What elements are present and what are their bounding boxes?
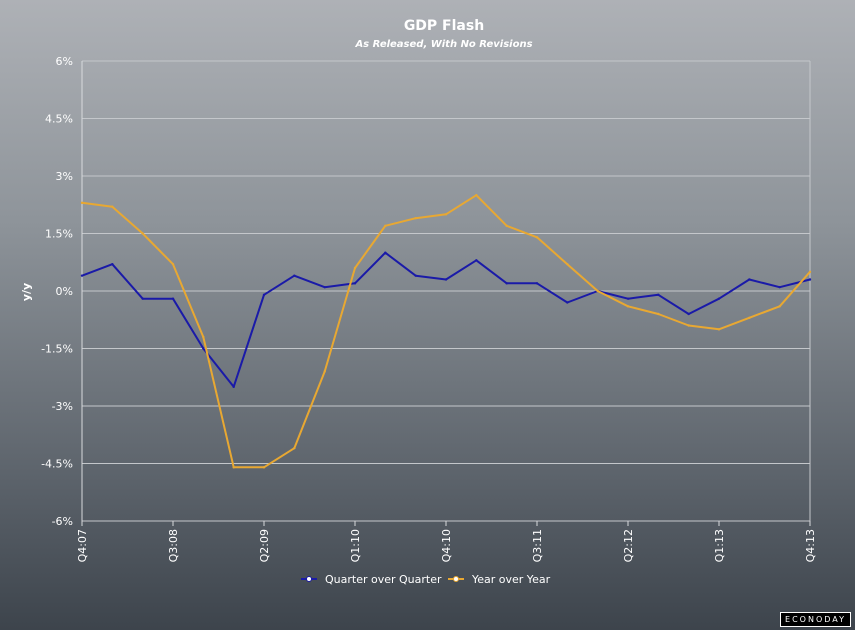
y-tick-label: 1.5% [45,228,73,241]
data-point [748,278,751,281]
y-tick-label: -3% [52,400,73,413]
x-tick-label: Q4:13 [804,529,817,562]
series-line-year-over-year [81,194,811,469]
data-point [384,251,387,254]
series-line-quarter-over-quarter [81,251,811,388]
data-point [202,347,205,350]
data-point [444,213,448,216]
y-axis-label: y/y [20,283,33,301]
x-tick-label: Q3:08 [167,529,180,562]
data-point [171,297,175,300]
data-point [778,285,781,289]
data-point [596,289,599,293]
data-point [353,282,357,285]
data-point [778,305,781,308]
x-tick-label: Q3:11 [531,529,544,562]
series-lines [80,193,812,469]
y-tick-label: -1.5% [41,343,73,356]
legend-marker-quarter-over-quarter [306,576,312,582]
data-point [171,262,175,266]
chart-title: GDP Flash [404,18,484,34]
axes: 6% 4.5% 3% 1.5% 0% -1.5% -3% -4.5% -6%Q4:07 Q3:08… [41,55,817,562]
legend: Quarter over Quarter Year over Year [301,573,551,586]
data-point [262,293,266,297]
data-point [293,446,296,450]
data-point [80,274,84,277]
data-point [141,232,144,235]
data-point [232,385,235,389]
data-point [657,312,660,316]
data-point [141,297,144,300]
y-tick-label: 3% [56,170,73,183]
data-point [505,282,508,285]
data-point [535,236,539,239]
data-point [505,224,508,228]
chart-subtitle: As Released, With No Revisions [354,39,532,50]
data-point [323,370,326,373]
data-point [535,282,539,285]
x-tick-label: Q1:10 [349,529,362,562]
legend-marker-year-over-year [453,576,459,582]
data-point [717,297,721,300]
data-point [111,205,114,208]
data-point [808,278,812,281]
x-tick-label: Q2:09 [258,529,271,562]
data-point [353,266,357,270]
data-point [475,259,478,262]
econoday-logo: ECONODAY [780,612,851,627]
data-point [293,274,296,277]
data-point [748,316,751,320]
data-point [323,285,326,289]
legend-label-year-over-year: Year over Year [471,573,551,586]
data-point [687,324,690,327]
x-tick-label: Q1:13 [713,529,726,562]
data-point [262,466,266,469]
y-tick-label: -6% [52,515,73,528]
data-point [717,328,721,331]
y-tick-label: -4.5% [41,458,73,471]
data-point [111,262,114,266]
data-point [444,278,448,281]
x-tick-label: Q2:12 [622,529,635,562]
data-point [414,216,417,220]
data-point [384,224,387,228]
data-point [80,201,84,205]
data-point [626,297,630,300]
data-point [566,262,569,266]
legend-label-quarter-over-quarter: Quarter over Quarter [325,573,442,586]
gridlines [82,60,811,522]
y-tick-label: 0% [56,285,73,298]
data-point [808,270,812,274]
data-point [687,312,690,316]
data-point [232,466,235,469]
data-point [202,335,205,339]
data-point [657,293,660,297]
data-point [414,274,417,277]
x-tick-label: Q4:10 [440,529,453,562]
y-tick-label: 6% [56,55,73,68]
y-tick-label: 4.5% [45,113,73,126]
x-tick-label: Q4:07 [76,529,89,562]
data-point [475,193,478,197]
data-point [626,305,630,308]
data-point [566,301,569,304]
